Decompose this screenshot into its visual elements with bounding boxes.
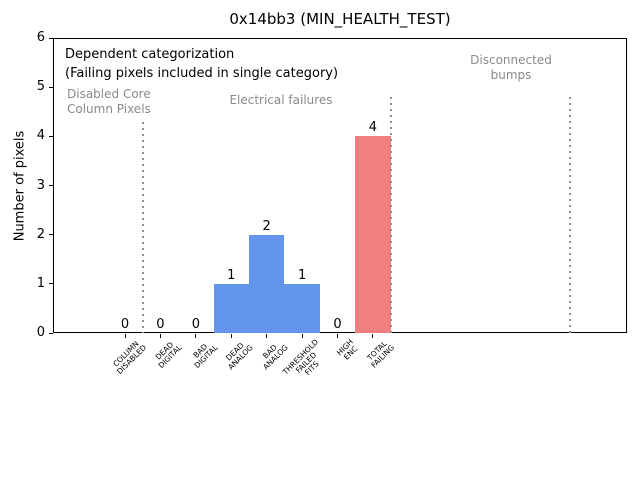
- y-tick: [49, 135, 53, 137]
- separator-line: [141, 121, 144, 333]
- bar-value-label: 0: [120, 317, 130, 332]
- x-tick: [301, 334, 303, 338]
- chart-title: 0x14bb3 (MIN_HEALTH_TEST): [229, 10, 451, 28]
- x-tick-label: HIGH ENC: [335, 337, 361, 363]
- region-label-disconnected-bumps: Disconnected bumps: [470, 53, 552, 83]
- x-tick-label: COLUMN DISABLED: [110, 338, 148, 376]
- bar-value-label: 0: [333, 317, 342, 332]
- x-tick: [124, 334, 126, 338]
- y-tick-label: 3: [36, 177, 45, 193]
- region-label-electrical-failures: Electrical failures: [229, 93, 332, 108]
- bar: [355, 136, 391, 333]
- plot-area: [53, 38, 627, 333]
- region-label-line: Column Pixels: [67, 102, 151, 116]
- x-tick: [195, 334, 197, 338]
- separator-line: [389, 97, 392, 333]
- y-tick-label: 0: [36, 325, 45, 340]
- y-tick-label: 6: [36, 30, 45, 45]
- y-tick: [49, 332, 53, 334]
- y-tick: [49, 234, 53, 236]
- bar-value-label: 4: [368, 120, 378, 136]
- y-tick-label: 1: [36, 275, 45, 291]
- bar: [284, 283, 320, 333]
- bar-value-label: 1: [227, 267, 236, 283]
- annotation-line-2: (Failing pixels included in single categ…: [65, 66, 339, 81]
- y-tick: [49, 185, 53, 186]
- x-tick: [230, 334, 232, 338]
- region-label-line: Disabled Core: [67, 87, 151, 101]
- y-tick-label: 5: [36, 79, 45, 95]
- x-tick: [159, 334, 161, 338]
- x-tick: [266, 334, 268, 338]
- bar: [213, 283, 249, 333]
- region-label-line: bumps: [490, 68, 532, 82]
- y-tick: [49, 86, 53, 88]
- x-tick-label: DEAD ANALOG: [221, 338, 255, 372]
- y-tick-label: 2: [36, 226, 45, 242]
- x-tick-label: THRESHOLD FAILED FITS: [281, 337, 331, 388]
- bar-value-label: 0: [191, 317, 200, 332]
- x-tick: [337, 334, 339, 338]
- region-label-line: Disconnected: [470, 53, 552, 67]
- annotation-line-1: Dependent categorization: [65, 47, 235, 62]
- y-tick: [49, 37, 53, 39]
- bar-value-label: 1: [297, 267, 307, 283]
- x-tick-label: TOTAL FAILING: [365, 338, 397, 370]
- region-label-disabled-core-column-pixels: Disabled Core Column Pixels: [67, 87, 151, 117]
- y-tick: [49, 283, 53, 285]
- region-label-line: Electrical failures: [229, 93, 333, 107]
- separator-line: [569, 97, 572, 333]
- x-tick-label: DEAD DIGITAL: [152, 338, 184, 370]
- y-tick-label: 4: [36, 128, 45, 144]
- bar-value-label: 0: [156, 317, 165, 332]
- x-tick: [372, 334, 374, 338]
- bar-value-label: 2: [262, 218, 271, 234]
- x-tick-label: BAD DIGITAL: [187, 338, 219, 370]
- bar: [248, 234, 285, 333]
